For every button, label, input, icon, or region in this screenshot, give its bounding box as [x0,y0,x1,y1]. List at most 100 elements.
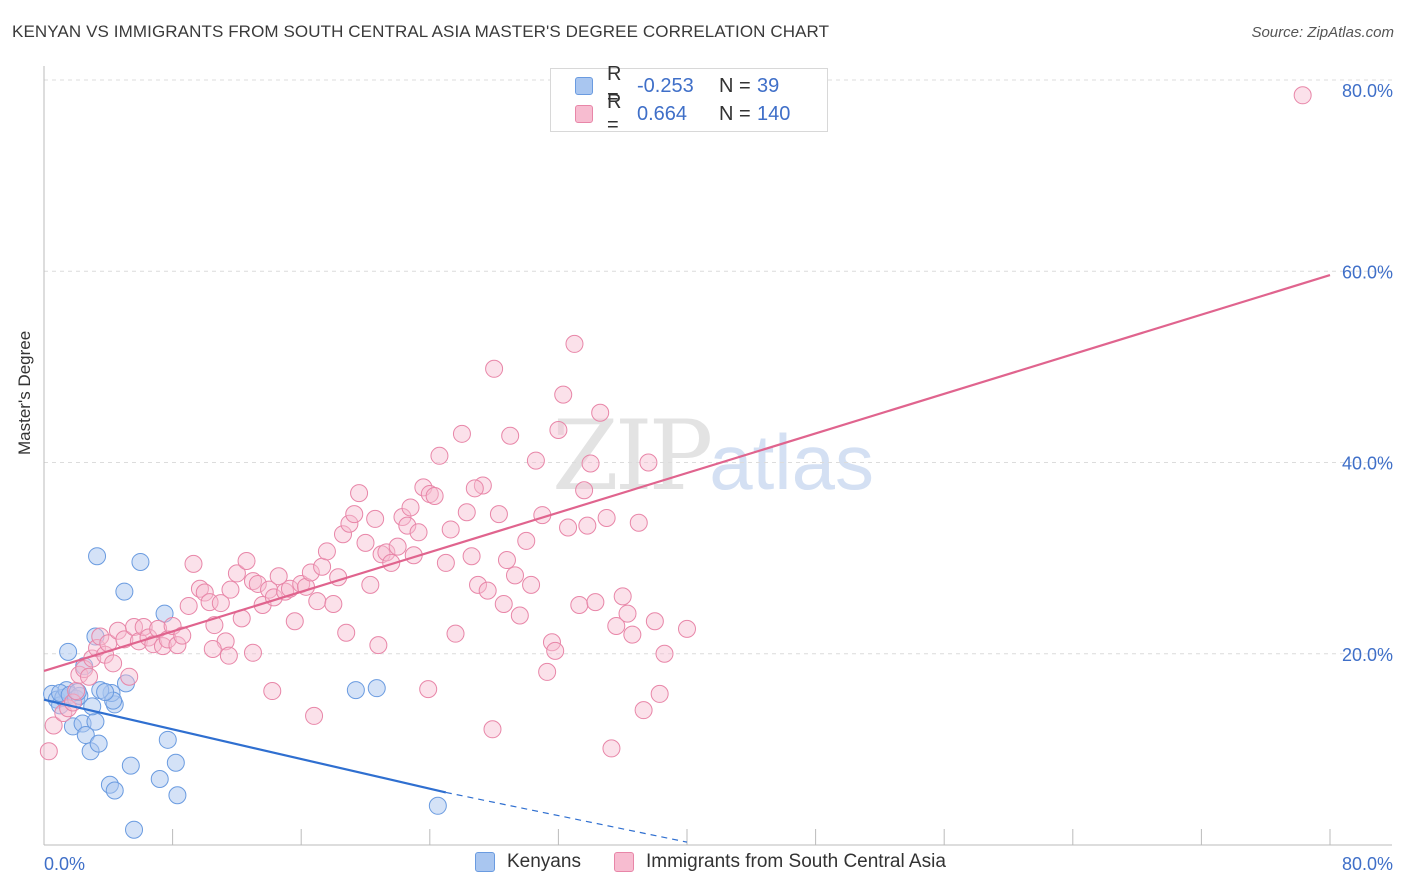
trend-line-immigrants [43,274,1331,673]
series-legend-immigrants: Immigrants from South Central Asia [614,851,946,873]
data-point-kenyans [166,753,185,772]
series-legend-kenyans: Kenyans [475,851,581,873]
data-point-immigrants [549,420,568,439]
trend-lines [43,274,1331,843]
data-point-immigrants [337,623,356,642]
data-point-immigrants [613,587,632,606]
data-point-immigrants [538,662,557,681]
data-point-immigrants [120,667,139,686]
data-point-kenyans [115,582,134,601]
data-point-immigrants [522,575,541,594]
data-point-immigrants [575,481,594,500]
data-point-immigrants [559,518,578,537]
data-point-immigrants [369,636,388,655]
data-point-immigrants [462,547,481,566]
data-point-immigrants [285,612,304,631]
data-point-immigrants [80,667,99,686]
data-point-immigrants [39,742,58,761]
watermark-zip: ZIP [552,400,713,512]
data-point-immigrants [645,612,664,631]
data-point-immigrants [650,684,669,703]
data-point-immigrants [305,706,324,725]
data-point-immigrants [203,639,222,658]
data-point-immigrants [345,505,364,524]
data-point-immigrants [243,572,262,591]
data-point-immigrants [425,486,444,505]
data-point-immigrants [67,682,86,701]
data-point-kenyans [428,796,447,815]
series-immigrants-points [39,86,1312,761]
data-point-immigrants [618,604,637,623]
axes [43,66,1392,846]
data-point-immigrants [168,636,187,655]
data-point-kenyans [168,786,187,805]
data-point-immigrants [398,516,417,535]
data-point-kenyans [150,770,169,789]
data-point-kenyans [131,552,150,571]
y-axis-title: Master's Degree [15,330,34,455]
legend-r-value: 0.664 [637,102,688,125]
y-tick-label: 40.0% [1342,454,1393,474]
data-point-immigrants [478,581,497,600]
legend-row-kenyans: R = -0.253 N = 39 [575,63,779,108]
data-point-immigrants [263,682,282,701]
data-point-immigrants [483,720,502,739]
x-tick-label: 80.0% [1342,854,1393,874]
legend-n-label: N = [719,102,751,125]
data-point-kenyans [96,683,115,701]
data-point-immigrants [570,595,589,614]
data-point-immigrants [578,516,597,535]
data-point-immigrants [356,533,375,552]
trend-line-kenyans [43,698,447,794]
correlation-legend: R = -0.253 N = 39 R = 0.664 N = 140 [550,63,828,136]
series-legend-swatch-immigrants [614,852,634,872]
tick-labels: 20.0% 40.0% 60.0% 80.0% 0.0% 80.0% [44,81,1393,874]
data-point-immigrants [340,514,359,533]
data-point-immigrants [489,505,508,524]
data-point-immigrants [409,523,428,542]
data-point-immigrants [639,453,658,472]
data-point-immigrants [44,716,63,735]
data-point-immigrants [586,593,605,612]
data-point-immigrants [591,403,610,422]
data-point-immigrants [526,451,545,470]
data-point-immigrants [125,617,144,636]
data-point-immigrants [597,508,616,527]
data-point-immigrants [104,654,123,673]
data-point-immigrants [301,563,320,582]
data-point-kenyans [158,730,177,749]
series-kenyans-points [43,547,447,839]
data-point-immigrants [134,617,153,636]
x-tick-label: 0.0% [44,854,85,874]
data-point-kenyans [59,642,78,661]
y-tick-label: 20.0% [1342,645,1393,665]
data-point-immigrants [510,606,529,625]
data-point-immigrants [179,596,198,615]
data-point-immigrants [452,424,471,443]
data-point-immigrants [465,479,484,498]
data-point-immigrants [655,644,674,663]
data-point-immigrants [565,334,584,353]
data-point-immigrants [497,551,516,570]
data-point-immigrants [361,575,380,594]
chart-title: KENYAN VS IMMIGRANTS FROM SOUTH CENTRAL … [12,22,830,41]
data-point-immigrants [115,630,134,649]
series-legend-label-immigrants: Immigrants from South Central Asia [646,851,946,872]
data-point-immigrants [602,739,621,758]
series-legend-label-kenyans: Kenyans [507,851,581,872]
data-point-immigrants [324,595,343,614]
data-point-immigrants [350,484,369,503]
data-point-immigrants [501,426,520,445]
legend-swatch-immigrants [575,105,593,123]
data-point-immigrants [237,551,256,570]
data-point-immigrants [607,617,626,636]
data-point-kenyans [125,820,144,839]
source-credit: Source: ZipAtlas.com [1251,24,1394,41]
data-point-immigrants [623,625,642,644]
data-point-immigrants [505,566,524,585]
y-tick-label: 80.0% [1342,81,1393,101]
legend-r-label: R = [607,91,622,136]
series-legend: Kenyans Immigrants from South Central As… [0,851,1406,879]
data-point-immigrants [436,553,455,572]
data-point-kenyans [367,679,386,698]
